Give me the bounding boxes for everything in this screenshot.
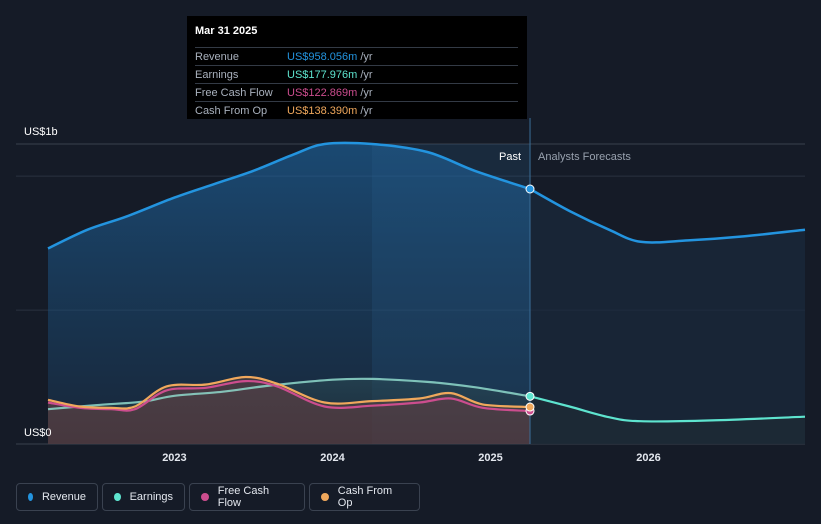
tooltip-unit: /yr	[360, 104, 373, 117]
legend-label: Cash From Op	[337, 485, 393, 509]
tooltip-label: Free Cash Flow	[195, 86, 273, 99]
earnings-forecast-line	[529, 395, 806, 423]
earnings-forecast-area	[530, 396, 805, 444]
earnings-area	[48, 378, 531, 444]
tooltip-row-earnings: Earnings US$177.976m /yr	[195, 65, 518, 83]
x-tick-label: 2026	[636, 452, 660, 464]
legend-label: Earnings	[129, 491, 173, 503]
revenue-line	[47, 141, 531, 250]
legend-item-free-cash-flow[interactable]: Free Cash Flow	[189, 483, 305, 511]
cash-from-op-line	[47, 375, 531, 410]
cash-from-op-area	[48, 376, 531, 444]
tooltip-label: Revenue	[195, 50, 240, 63]
earnings-line	[47, 377, 531, 411]
revenue-forecast-line	[529, 187, 806, 244]
tooltip-date: Mar 31 2025	[195, 25, 258, 37]
legend-item-earnings[interactable]: Earnings	[102, 483, 185, 511]
legend-dot-icon	[114, 493, 121, 501]
revenue-forecast-area	[530, 189, 805, 444]
tooltip-row-revenue: Revenue US$958.056m /yr	[195, 47, 518, 65]
tooltip-value: US$177.976m	[287, 68, 358, 81]
data-tooltip: Mar 31 2025 Revenue US$958.056m /yr Earn…	[187, 16, 527, 119]
legend-dot-icon	[321, 493, 329, 501]
tooltip-label: Cash From Op	[195, 104, 268, 117]
revenue-marker	[525, 184, 535, 194]
tooltip-value: US$122.869m	[287, 86, 358, 99]
tooltip-unit: /yr	[360, 50, 373, 63]
tooltip-label: Earnings	[195, 68, 239, 81]
tooltip-row-cash-from-op: Cash From Op US$138.390m /yr	[195, 101, 518, 119]
tooltip-unit: /yr	[360, 68, 373, 81]
x-tick-label: 2025	[478, 452, 502, 464]
tooltip-value: US$138.390m	[287, 104, 358, 117]
y-axis-bottom-label: US$0	[24, 427, 52, 439]
tooltip-unit: /yr	[360, 86, 373, 99]
forecast-label: Analysts Forecasts	[538, 151, 631, 163]
legend-dot-icon	[201, 493, 209, 501]
legend-item-revenue[interactable]: Revenue	[16, 483, 98, 511]
legend-item-cash-from-op[interactable]: Cash From Op	[309, 483, 420, 511]
cash-from-op-marker	[525, 402, 535, 412]
tooltip-row-free-cash-flow: Free Cash Flow US$122.869m /yr	[195, 83, 518, 101]
x-tick-label: 2024	[320, 452, 345, 464]
x-tick-label: 2023	[162, 452, 186, 464]
free-cash-flow-line	[47, 379, 531, 413]
tooltip-value: US$958.056m	[287, 50, 358, 63]
legend-dot-icon	[28, 493, 33, 501]
legend-label: Revenue	[41, 491, 86, 503]
legend-label: Free Cash Flow	[217, 485, 270, 509]
past-label: Past	[499, 151, 521, 163]
revenue-area	[48, 142, 531, 445]
earnings-marker	[525, 391, 535, 401]
y-axis-top-label: US$1b	[24, 126, 58, 138]
